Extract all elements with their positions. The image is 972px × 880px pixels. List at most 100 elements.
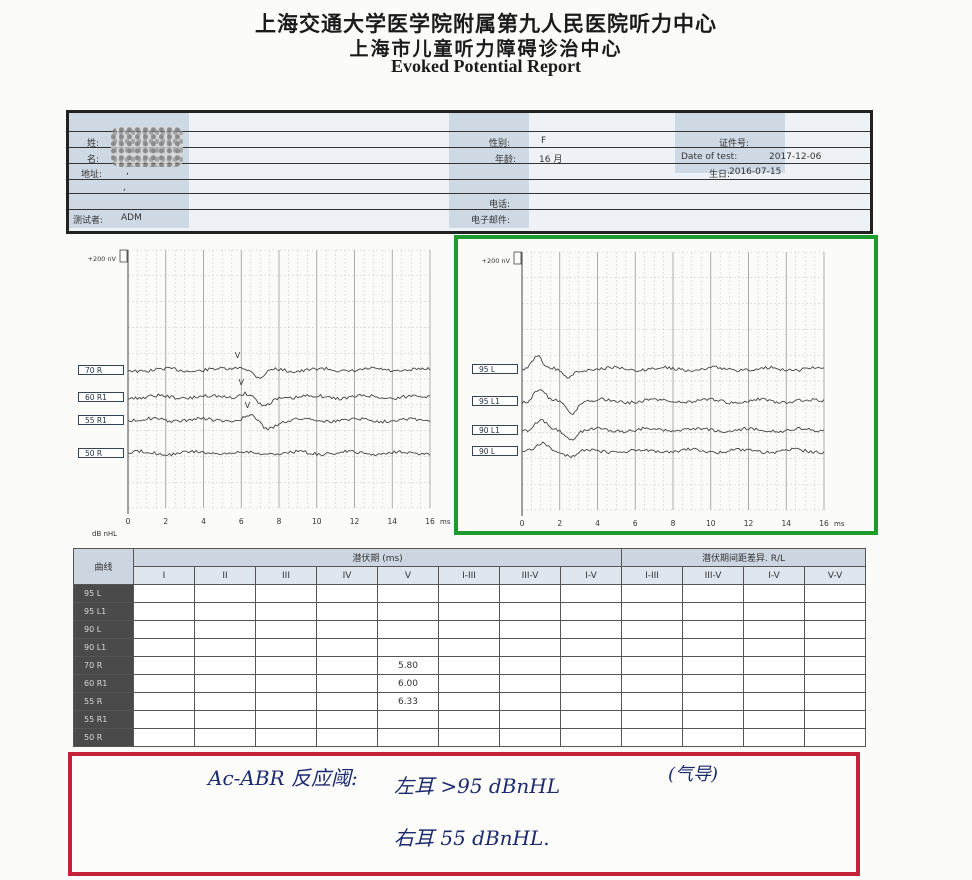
table-cell bbox=[804, 602, 866, 621]
row-label: 55 R bbox=[73, 692, 134, 711]
wave-v-marker: V bbox=[235, 351, 241, 360]
table-cell bbox=[560, 584, 622, 603]
x-tick-label: 10 bbox=[312, 517, 322, 526]
abr-chart-right-ear: +200 nV 0 2 4 6 8 10 12 14 16 ms dB nHL V V V 70 R 60 R… bbox=[72, 246, 452, 536]
table-cell bbox=[499, 602, 561, 621]
table-cell bbox=[621, 602, 683, 621]
table-cell bbox=[438, 674, 500, 693]
table-cell bbox=[194, 728, 256, 747]
trace-label: 60 R1 bbox=[78, 392, 124, 402]
table-cell bbox=[438, 602, 500, 621]
trace-label: 90 L1 bbox=[472, 425, 518, 435]
table-cell bbox=[255, 656, 317, 675]
table-cell bbox=[194, 710, 256, 729]
table-cell bbox=[560, 728, 622, 747]
birth-label: 生日: bbox=[709, 170, 731, 180]
x-tick-label: 2 bbox=[163, 517, 168, 526]
address-label: 地址: bbox=[81, 170, 103, 180]
table-cell bbox=[621, 638, 683, 657]
table-cell bbox=[621, 728, 683, 747]
patient-info-panel: 姓: 名: 地址: , , 性别: F 证件号: 年龄: 16 月 Date o… bbox=[66, 110, 873, 234]
table-cell bbox=[804, 710, 866, 729]
interpeak-diff-group-header: 潜伏期间距差异. R/L bbox=[621, 548, 866, 567]
id-label: 证件号: bbox=[719, 139, 750, 149]
table-cell bbox=[804, 728, 866, 747]
table-cell bbox=[255, 710, 317, 729]
date-label: Date of test: bbox=[681, 152, 738, 162]
table-cell bbox=[621, 584, 683, 603]
age-label: 年龄: bbox=[495, 155, 517, 165]
table-cell bbox=[255, 638, 317, 657]
sex-value: F bbox=[541, 136, 547, 146]
table-cell bbox=[743, 656, 805, 675]
table-cell bbox=[255, 584, 317, 603]
table-cell bbox=[438, 728, 500, 747]
table-cell: 6.33 bbox=[377, 692, 439, 711]
x-tick-label: 6 bbox=[239, 517, 244, 526]
waveform-trace bbox=[127, 366, 431, 379]
table-row: 95 L bbox=[73, 584, 866, 603]
waveform-trace bbox=[128, 391, 431, 407]
latency-table: 曲线 潜伏期 (ms) 潜伏期间距差异. R/L I II III IV V I-III III-… bbox=[73, 548, 866, 747]
table-cell bbox=[560, 656, 622, 675]
hospital-name: 上海交通大学医学院附属第九人民医院听力中心 bbox=[255, 12, 717, 36]
table-cell bbox=[133, 674, 195, 693]
tester-label: 测试者: bbox=[73, 216, 104, 226]
table-cell bbox=[194, 674, 256, 693]
wave-v-marker: V bbox=[245, 401, 251, 410]
table-cell bbox=[499, 620, 561, 639]
x-tick-label: 2 bbox=[557, 519, 562, 528]
table-cell bbox=[743, 584, 805, 603]
row-label: 70 R bbox=[73, 656, 134, 675]
table-cell bbox=[743, 728, 805, 747]
report-title: Evoked Potential Report bbox=[391, 56, 581, 76]
trace-label: 70 R bbox=[78, 365, 124, 375]
table-cell bbox=[316, 710, 378, 729]
table-cell bbox=[804, 638, 866, 657]
table-cell bbox=[499, 692, 561, 711]
date-value: 2017-12-06 bbox=[769, 152, 822, 162]
column-header: V-V bbox=[804, 566, 866, 585]
table-cell bbox=[255, 620, 317, 639]
table-row: 90 L bbox=[73, 620, 866, 639]
wave-v-marker: V bbox=[239, 378, 245, 387]
phone-label: 电话: bbox=[489, 200, 511, 210]
table-cell bbox=[804, 656, 866, 675]
table-cell bbox=[194, 692, 256, 711]
handwriting-air-conduction: (气导) bbox=[668, 764, 719, 785]
table-cell bbox=[377, 620, 439, 639]
table-row: 90 L1 bbox=[73, 638, 866, 657]
table-cell bbox=[804, 692, 866, 711]
address-value-2: , bbox=[123, 183, 126, 193]
table-cell bbox=[316, 602, 378, 621]
x-tick-label: 12 bbox=[744, 519, 754, 528]
x-tick-label: 0 bbox=[520, 519, 525, 528]
table-cell bbox=[682, 620, 744, 639]
column-header: III bbox=[255, 566, 317, 585]
table-cell bbox=[194, 620, 256, 639]
table-cell bbox=[438, 620, 500, 639]
table-cell bbox=[133, 620, 195, 639]
table-cell bbox=[133, 692, 195, 711]
table-cell bbox=[560, 620, 622, 639]
table-cell bbox=[560, 602, 622, 621]
table-cell bbox=[438, 710, 500, 729]
conclusion-box: Ac-ABR 反应阈: 左耳 >95 dBnHL (气导) 右耳 55 dBnH… bbox=[68, 752, 860, 876]
age-value: 16 月 bbox=[539, 155, 563, 165]
x-tick-label: 8 bbox=[671, 519, 676, 528]
table-cell bbox=[194, 656, 256, 675]
table-cell bbox=[133, 602, 195, 621]
y-bottom-label: dB nHL bbox=[92, 530, 117, 536]
table-cell bbox=[682, 674, 744, 693]
handwriting-right-ear: 右耳 55 dBnHL. bbox=[394, 826, 550, 850]
column-header: I-III bbox=[621, 566, 683, 585]
x-unit-label: ms bbox=[834, 520, 845, 528]
trace-label: 95 L1 bbox=[472, 396, 518, 406]
table-cell bbox=[316, 692, 378, 711]
table-cell bbox=[499, 674, 561, 693]
x-tick-label: 4 bbox=[595, 519, 600, 528]
redacted-name bbox=[111, 127, 183, 167]
row-label: 60 R1 bbox=[73, 674, 134, 693]
table-row: 95 L1 bbox=[73, 602, 866, 621]
column-header: V bbox=[377, 566, 439, 585]
